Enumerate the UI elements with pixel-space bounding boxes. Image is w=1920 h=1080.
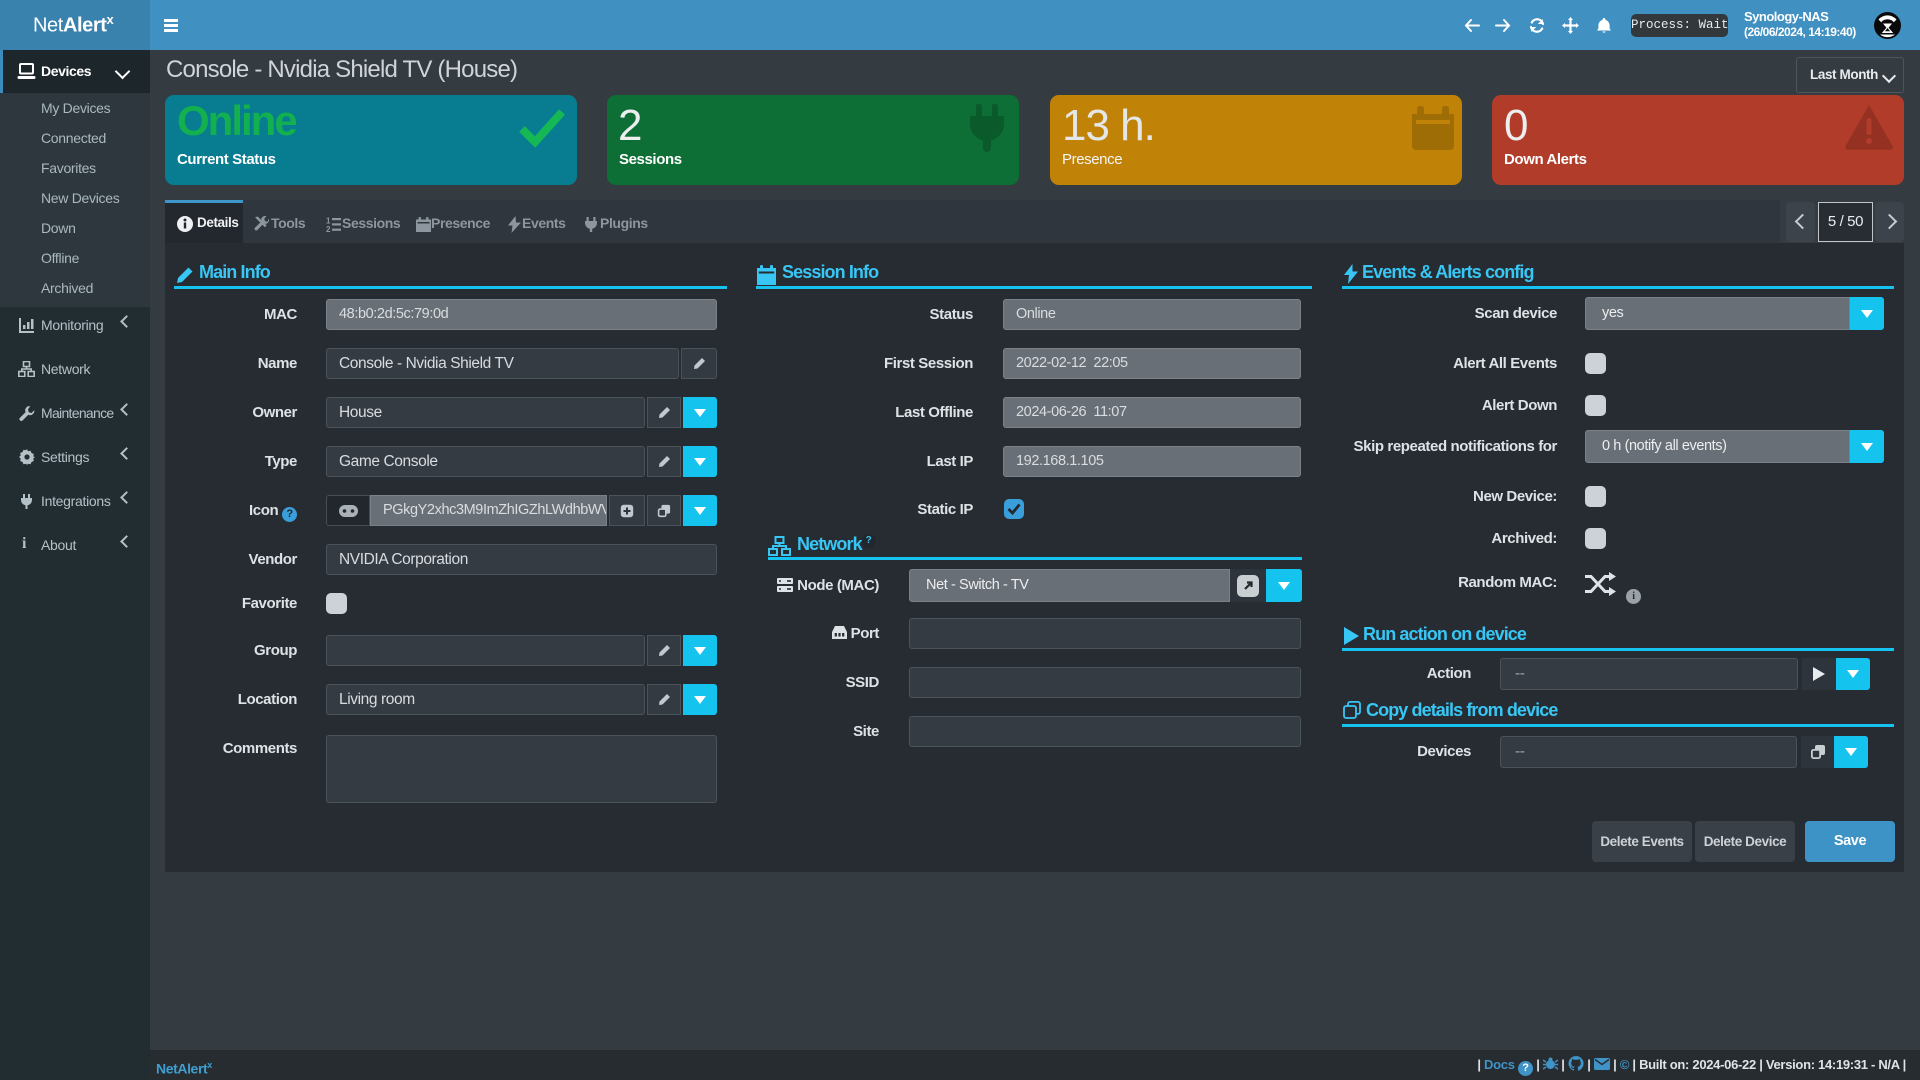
svg-text:2: 2: [326, 225, 331, 232]
svg-text:1: 1: [326, 217, 331, 226]
